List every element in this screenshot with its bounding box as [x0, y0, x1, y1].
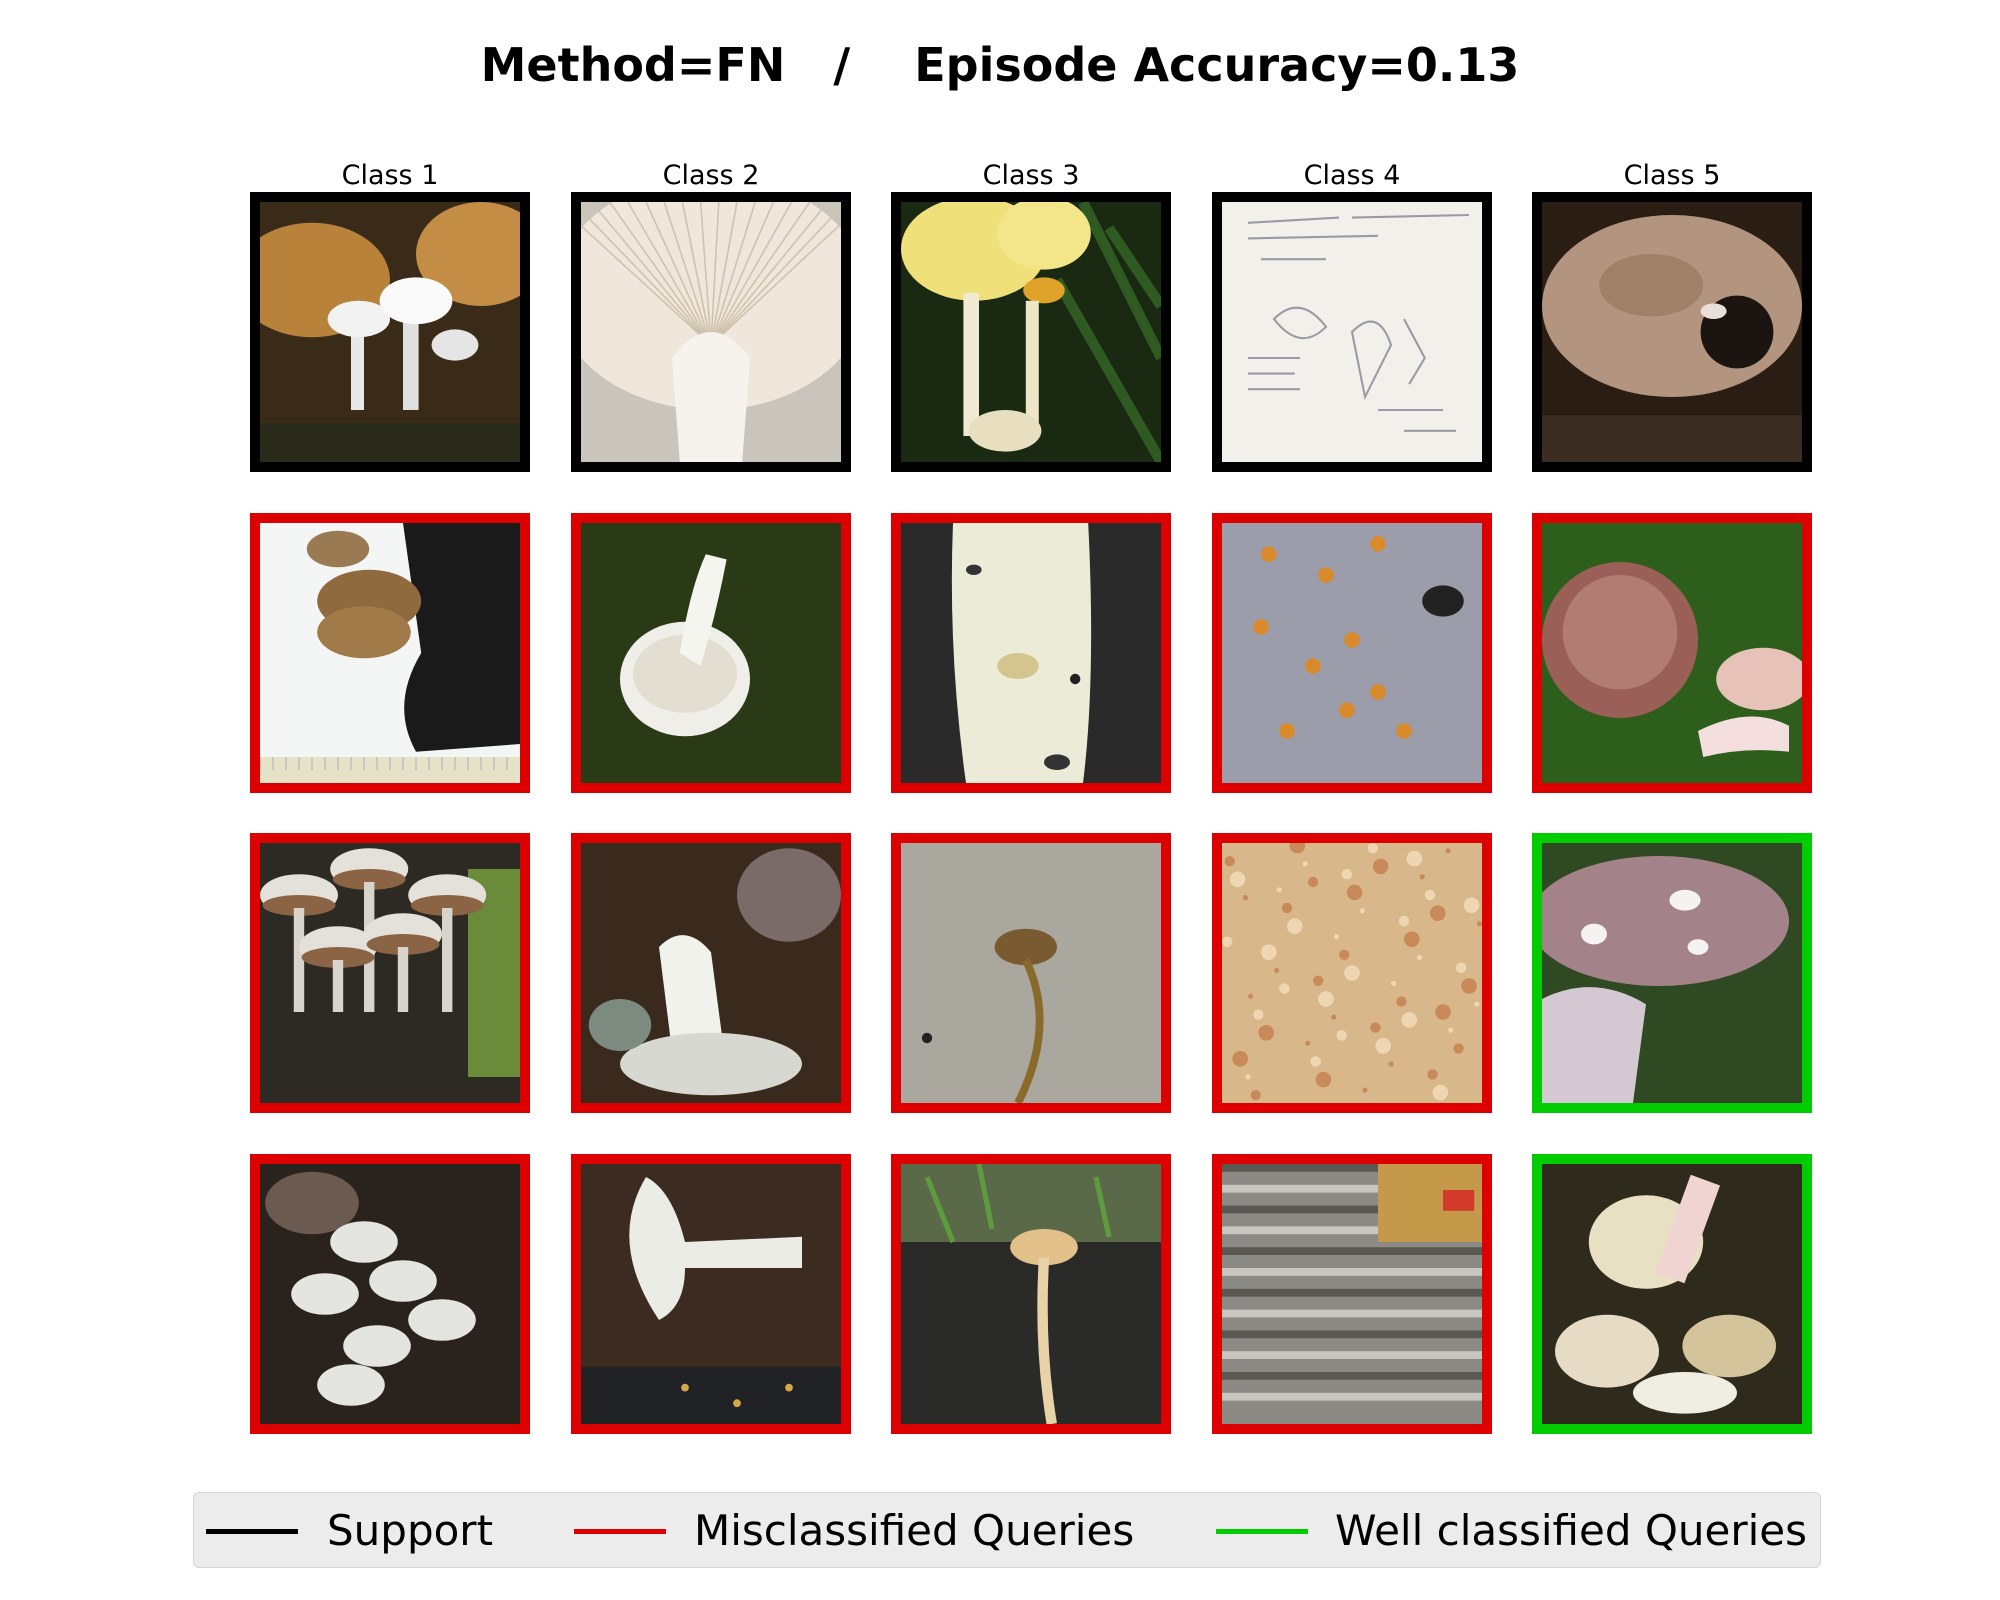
tile-picture [901, 1164, 1161, 1424]
tile-picture [901, 523, 1161, 783]
tile-picture [581, 843, 841, 1103]
image-tile-r1-c1-white-mushroom-cluster-on-wood [250, 192, 530, 472]
image-tile-r4-c2-white-mushroom-on-dark-tray [571, 1154, 851, 1434]
figure-title: Method=FN / Episode Accuracy=0.13 [480, 38, 1520, 92]
column-label-class-4: Class 4 [1303, 160, 1401, 191]
image-tile-r1-c3-yellow-caps-with-fir-branch [891, 192, 1171, 472]
column-label-class-1: Class 1 [341, 160, 439, 191]
image-tile-r3-c5-spotted-pink-cap-in-hand [1532, 833, 1812, 1113]
tile-picture [1222, 202, 1482, 462]
image-tile-r2-c5-pink-caps-on-grass [1532, 513, 1812, 793]
image-tile-r3-c1-grey-mushroom-cluster [250, 833, 530, 1113]
tile-picture [260, 843, 520, 1103]
image-tile-r3-c4-orange-sawdust-texture [1212, 833, 1492, 1113]
tile-picture [260, 523, 520, 783]
image-tile-r2-c3-white-stem-closeup [891, 513, 1171, 793]
image-tile-r1-c5-brown-flat-cap [1532, 192, 1812, 472]
image-tile-r1-c2-white-gills-underside [571, 192, 851, 472]
image-tile-r2-c2-white-mushroom-on-moss [571, 513, 851, 793]
tile-picture [581, 1164, 841, 1424]
column-label-class-5: Class 5 [1623, 160, 1721, 191]
image-tile-r2-c4-orange-spots-on-grey-bark [1212, 513, 1492, 793]
legend-well-classified-line [1216, 1529, 1308, 1534]
tile-picture [1542, 1164, 1802, 1424]
legend-support-label: Support [327, 1506, 494, 1555]
legend-support-line [206, 1529, 298, 1534]
tile-picture [581, 523, 841, 783]
image-tile-r3-c2-white-mushroom-in-leaf-litter [571, 833, 851, 1113]
tile-picture [1542, 843, 1802, 1103]
legend-misclassified-label: Misclassified Queries [694, 1506, 1135, 1555]
legend: Support Misclassified Queries Well class… [193, 1492, 1821, 1568]
tile-picture [901, 843, 1161, 1103]
tile-picture [581, 202, 841, 462]
tile-picture [1222, 1164, 1482, 1424]
tile-picture [1542, 523, 1802, 783]
image-tile-r4-c3-thin-tan-mushroom-on-soil [891, 1154, 1171, 1434]
legend-well-classified-label: Well classified Queries [1335, 1506, 1808, 1555]
image-tile-r1-c4-handwritten-sketch-page [1212, 192, 1492, 472]
image-tile-r4-c4-striped-bark-with-ruler [1212, 1154, 1492, 1434]
image-tile-r4-c5-pale-mushrooms-in-litter [1532, 1154, 1812, 1434]
column-label-class-2: Class 2 [662, 160, 760, 191]
tile-picture [901, 202, 1161, 462]
legend-misclassified-line [574, 1529, 666, 1534]
column-label-class-3: Class 3 [982, 160, 1080, 191]
tile-picture [260, 1164, 520, 1424]
tile-picture [1542, 202, 1802, 462]
image-tile-r4-c1-white-curled-mushrooms [250, 1154, 530, 1434]
tile-picture [1222, 843, 1482, 1103]
tile-picture [260, 202, 520, 462]
tile-picture [1222, 523, 1482, 783]
image-tile-r3-c3-small-brown-mushroom-grey-background [891, 833, 1171, 1113]
image-tile-r2-c1-brown-fungus-on-white-with-ruler [250, 513, 530, 793]
